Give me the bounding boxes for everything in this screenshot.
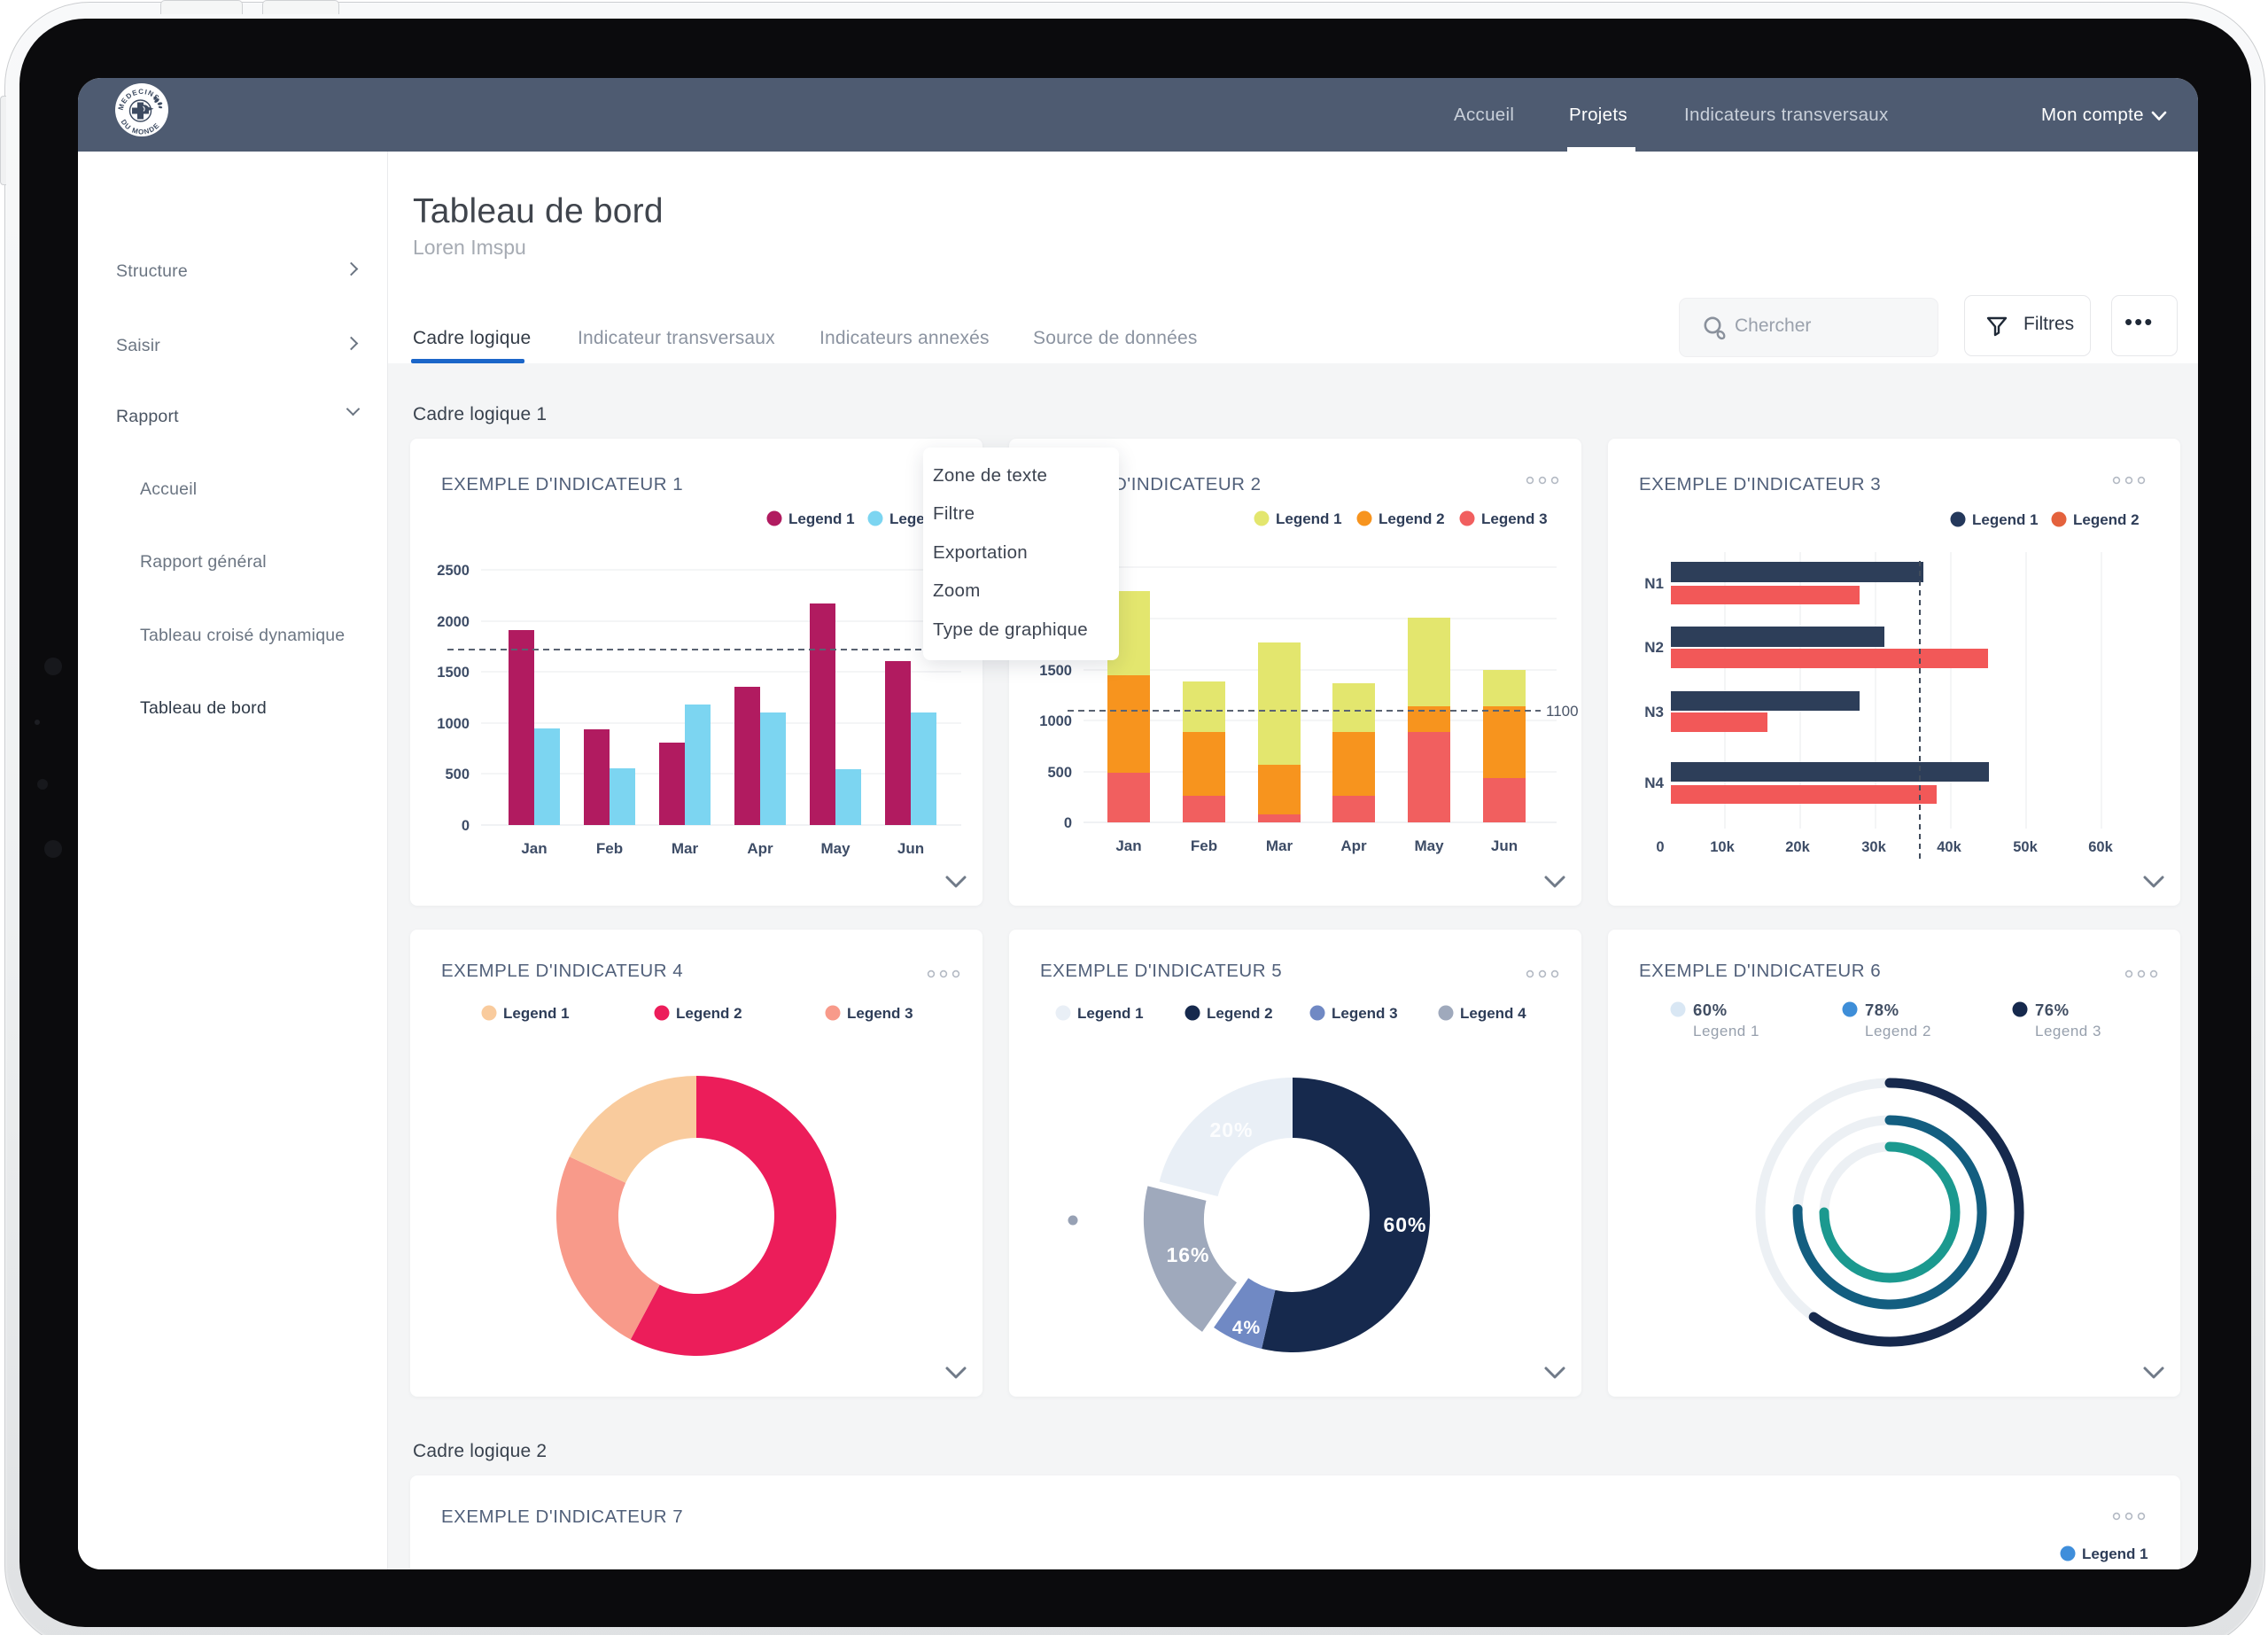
svg-text:40k: 40k: [1937, 839, 1961, 855]
svg-text:Legend 2: Legend 2: [1379, 510, 1445, 527]
svg-text:Legend 1: Legend 1: [2082, 1545, 2148, 1562]
svg-text:1000: 1000: [437, 716, 470, 732]
svg-text:Legend 1: Legend 1: [1693, 1023, 1759, 1039]
svg-text:Jun: Jun: [1491, 837, 1518, 854]
svg-text:EXEMPLE D'INDICATEUR 1: EXEMPLE D'INDICATEUR 1: [441, 474, 683, 494]
svg-text:Mar: Mar: [1266, 837, 1293, 854]
svg-text:Legend 1: Legend 1: [1077, 1005, 1144, 1022]
svg-text:20k: 20k: [1785, 839, 1810, 855]
svg-text:Mar: Mar: [672, 840, 699, 857]
svg-text:60%: 60%: [1383, 1213, 1426, 1236]
svg-text:N4: N4: [1644, 775, 1664, 791]
svg-text:Legend 2: Legend 2: [1865, 1023, 1931, 1039]
svg-text:1500: 1500: [1039, 663, 1072, 679]
svg-text:0: 0: [1656, 839, 1664, 855]
svg-text:N1: N1: [1644, 575, 1664, 592]
svg-text:4%: 4%: [1232, 1318, 1261, 1338]
svg-text:2000: 2000: [437, 614, 470, 630]
svg-text:Jan: Jan: [521, 840, 547, 857]
svg-text:500: 500: [1047, 765, 1072, 781]
svg-text:Legend 1: Legend 1: [788, 510, 855, 527]
svg-text:Legend 1: Legend 1: [1972, 511, 2039, 528]
svg-text:EXEMPLE D'INDICATEUR 7: EXEMPLE D'INDICATEUR 7: [441, 1507, 683, 1527]
svg-text:60%: 60%: [1693, 1000, 1728, 1019]
svg-text:Legend 2: Legend 2: [1207, 1005, 1273, 1022]
svg-text:EXEMPLE D'INDICATEUR 5: EXEMPLE D'INDICATEUR 5: [1040, 961, 1282, 981]
svg-text:Legend 1: Legend 1: [503, 1005, 570, 1022]
svg-text:Legend 3: Legend 3: [2035, 1023, 2101, 1039]
svg-text:500: 500: [445, 767, 470, 782]
svg-text:Jan: Jan: [1115, 837, 1141, 854]
svg-text:10k: 10k: [1710, 839, 1735, 855]
svg-text:30k: 30k: [1861, 839, 1886, 855]
svg-text:Feb: Feb: [596, 840, 623, 857]
svg-text:1500: 1500: [437, 665, 470, 681]
svg-text:16%: 16%: [1166, 1243, 1209, 1266]
svg-text:EXEMPLE D'INDICATEUR 6: EXEMPLE D'INDICATEUR 6: [1639, 961, 1881, 981]
svg-text:Apr: Apr: [747, 840, 773, 857]
svg-text:76%: 76%: [2035, 1000, 2070, 1019]
svg-text:20%: 20%: [1209, 1118, 1253, 1141]
svg-text:D'INDICATEUR 2: D'INDICATEUR 2: [1114, 474, 1262, 494]
svg-text:60k: 60k: [2088, 839, 2113, 855]
svg-text:May: May: [820, 840, 850, 857]
svg-text:Legend 3: Legend 3: [1481, 510, 1548, 527]
svg-text:1100: 1100: [1546, 703, 1579, 720]
svg-text:2500: 2500: [437, 563, 470, 579]
svg-text:50k: 50k: [2013, 839, 2038, 855]
svg-text:Legend 3: Legend 3: [847, 1005, 913, 1022]
svg-text:Legend 4: Legend 4: [1460, 1005, 1526, 1022]
svg-text:Legend 2: Legend 2: [676, 1005, 742, 1022]
svg-text:Feb: Feb: [1191, 837, 1217, 854]
svg-text:Jun: Jun: [897, 840, 924, 857]
svg-text:N2: N2: [1644, 639, 1664, 656]
svg-text:78%: 78%: [1865, 1000, 1899, 1019]
svg-text:Apr: Apr: [1340, 837, 1367, 854]
svg-text:Legend 3: Legend 3: [1332, 1005, 1398, 1022]
svg-text:N3: N3: [1644, 704, 1664, 720]
svg-text:EXEMPLE D'INDICATEUR 4: EXEMPLE D'INDICATEUR 4: [441, 961, 683, 981]
svg-text:0: 0: [1064, 815, 1072, 831]
svg-text:0: 0: [462, 818, 470, 834]
svg-text:Legend 1: Legend 1: [1276, 510, 1342, 527]
svg-text:May: May: [1414, 837, 1444, 854]
svg-text:1000: 1000: [1039, 713, 1072, 729]
svg-text:Legend 2: Legend 2: [2073, 511, 2140, 528]
svg-text:EXEMPLE D'INDICATEUR 3: EXEMPLE D'INDICATEUR 3: [1639, 474, 1881, 494]
